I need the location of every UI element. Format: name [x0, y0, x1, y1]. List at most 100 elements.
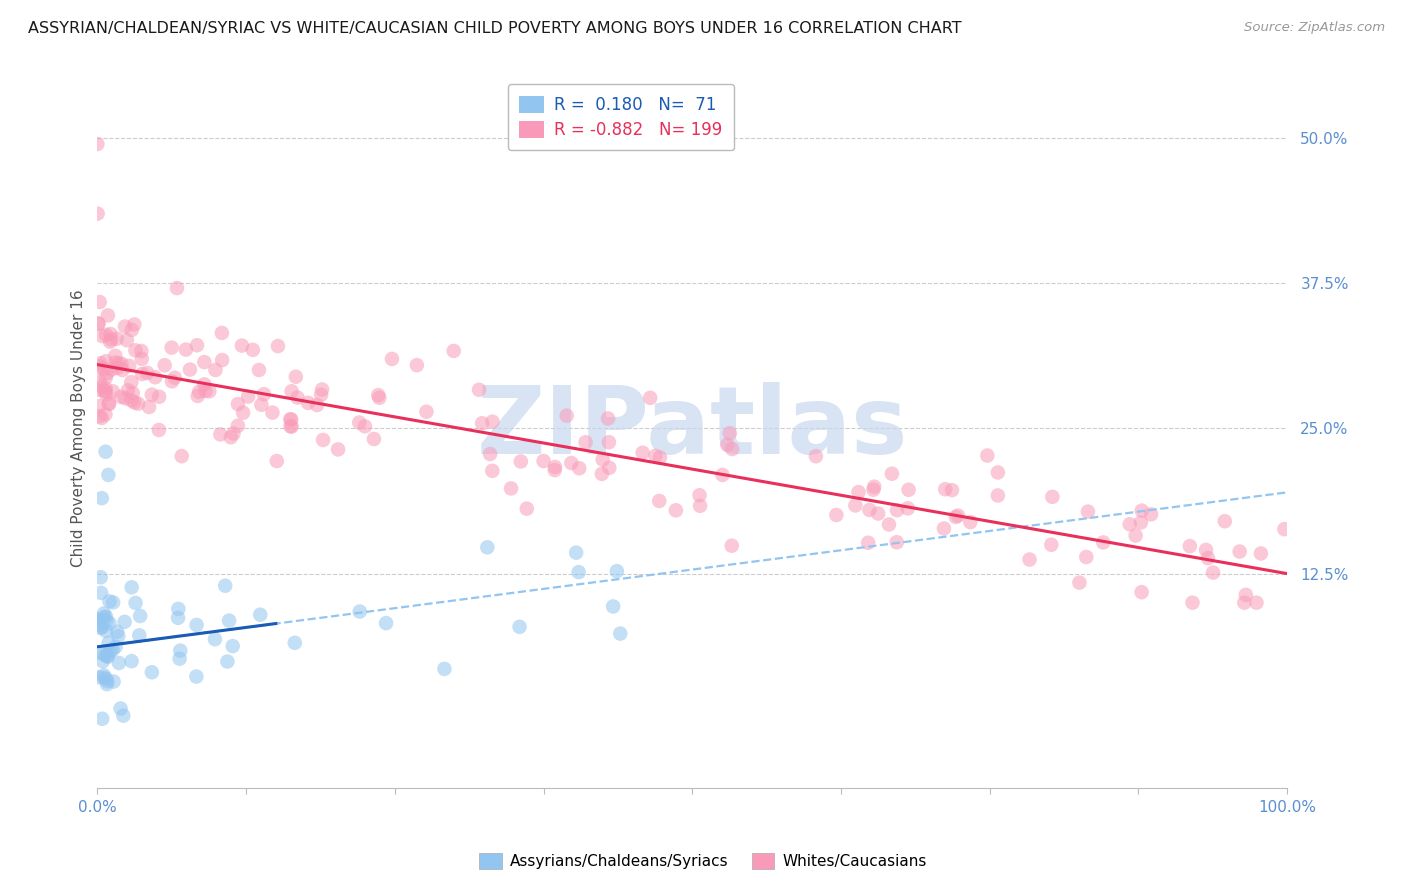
Point [94, 408, 117, 422]
Point [104, 349, 127, 363]
Point [94, 672, 117, 686]
Point [101, 595, 124, 609]
Point [166, 281, 188, 295]
Point [98, 397, 121, 411]
Point [89, 373, 111, 387]
Point [87, 317, 110, 331]
Point [91, 379, 114, 393]
Point [209, 427, 232, 442]
Point [509, 620, 531, 634]
Point [1234, 588, 1257, 602]
Point [193, 355, 215, 369]
Point [108, 656, 131, 670]
Point [87, 646, 110, 660]
Point [97, 396, 120, 410]
Point [110, 701, 132, 715]
Point [198, 384, 221, 399]
Point [117, 384, 139, 398]
Point [598, 435, 620, 450]
Point [94, 384, 117, 399]
Point [112, 708, 135, 723]
Point [959, 515, 981, 529]
Point [118, 359, 141, 373]
Point [886, 535, 908, 549]
Point [87, 670, 110, 684]
Point [110, 357, 132, 371]
Point [163, 370, 186, 384]
Point [946, 508, 969, 523]
Point [89, 399, 111, 413]
Point [367, 388, 389, 402]
Point [862, 483, 884, 497]
Point [97, 309, 120, 323]
Point [93, 384, 115, 398]
Point [110, 390, 132, 404]
Point [90, 491, 112, 505]
Point [236, 390, 259, 404]
Point [89, 295, 111, 310]
Point [1229, 544, 1251, 558]
Point [897, 483, 920, 497]
Point [1092, 535, 1115, 549]
Point [98, 616, 121, 631]
Point [104, 355, 127, 369]
Point [976, 449, 998, 463]
Point [120, 375, 142, 389]
Point [169, 651, 191, 665]
Point [96, 648, 118, 663]
Point [138, 400, 160, 414]
Point [312, 433, 335, 447]
Point [1233, 596, 1256, 610]
Point [93, 668, 115, 682]
Point [153, 358, 176, 372]
Point [94, 354, 117, 368]
Point [987, 466, 1010, 480]
Point [1018, 552, 1040, 566]
Point [1077, 505, 1099, 519]
Point [141, 665, 163, 680]
Point [160, 375, 183, 389]
Point [186, 618, 208, 632]
Point [90, 570, 112, 584]
Point [97, 467, 120, 482]
Point [433, 662, 456, 676]
Point [97, 636, 120, 650]
Point [193, 377, 215, 392]
Point [721, 442, 744, 456]
Point [863, 480, 886, 494]
Point [648, 494, 671, 508]
Point [124, 596, 146, 610]
Point [100, 333, 122, 347]
Point [718, 426, 741, 441]
Text: ZIPatlas: ZIPatlas [477, 383, 908, 475]
Point [188, 384, 211, 399]
Point [90, 411, 112, 425]
Point [1130, 585, 1153, 599]
Point [127, 397, 149, 411]
Point [297, 396, 319, 410]
Point [121, 580, 143, 594]
Point [129, 609, 152, 624]
Point [1076, 549, 1098, 564]
Point [247, 363, 270, 377]
Point [856, 536, 879, 550]
Point [544, 463, 567, 477]
Point [479, 447, 502, 461]
Point [250, 398, 273, 412]
Point [1213, 514, 1236, 528]
Text: ASSYRIAN/CHALDEAN/SYRIAC VS WHITE/CAUCASIAN CHILD POVERTY AMONG BOYS UNDER 16 CO: ASSYRIAN/CHALDEAN/SYRIAC VS WHITE/CAUCAS… [28, 21, 962, 36]
Point [90, 586, 112, 600]
Point [574, 435, 596, 450]
Point [94, 327, 117, 342]
Point [194, 384, 217, 398]
Point [555, 409, 578, 423]
Point [115, 333, 138, 347]
Point [987, 488, 1010, 502]
Point [91, 712, 114, 726]
Point [848, 485, 870, 500]
Point [415, 405, 437, 419]
Point [280, 419, 302, 434]
Y-axis label: Child Poverty Among Boys Under 16: Child Poverty Among Boys Under 16 [72, 290, 86, 567]
Point [565, 546, 588, 560]
Point [100, 362, 122, 376]
